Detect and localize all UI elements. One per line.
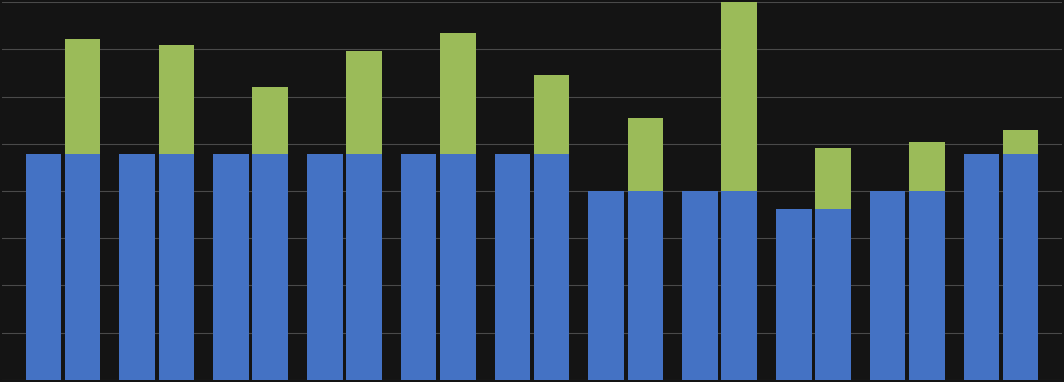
Bar bbox=[682, 191, 718, 380]
Bar bbox=[495, 234, 530, 380]
Bar bbox=[346, 154, 382, 380]
Bar bbox=[440, 154, 476, 380]
Bar bbox=[628, 191, 663, 380]
Bar bbox=[213, 313, 249, 380]
Bar bbox=[307, 154, 343, 380]
Bar bbox=[159, 45, 195, 380]
Bar bbox=[588, 209, 624, 380]
Bar bbox=[534, 75, 569, 380]
Bar bbox=[252, 154, 288, 380]
Bar bbox=[628, 118, 663, 380]
Bar bbox=[159, 154, 195, 380]
Bar bbox=[401, 154, 436, 380]
Bar bbox=[346, 51, 382, 380]
Bar bbox=[721, 191, 757, 380]
Bar bbox=[307, 307, 343, 380]
Bar bbox=[213, 154, 249, 380]
Bar bbox=[1002, 154, 1038, 380]
Bar bbox=[721, 0, 757, 380]
Bar bbox=[119, 154, 155, 380]
Bar bbox=[869, 191, 905, 380]
Bar bbox=[869, 222, 905, 380]
Bar bbox=[964, 222, 999, 380]
Bar bbox=[401, 282, 436, 380]
Bar bbox=[815, 148, 851, 380]
Bar bbox=[65, 39, 100, 380]
Bar bbox=[815, 209, 851, 380]
Bar bbox=[682, 203, 718, 380]
Bar bbox=[440, 32, 476, 380]
Bar bbox=[26, 154, 62, 380]
Bar bbox=[776, 209, 812, 380]
Bar bbox=[495, 154, 530, 380]
Bar bbox=[65, 154, 100, 380]
Bar bbox=[534, 154, 569, 380]
Bar bbox=[964, 154, 999, 380]
Bar bbox=[119, 337, 155, 380]
Bar bbox=[909, 142, 945, 380]
Bar bbox=[588, 191, 624, 380]
Bar bbox=[1002, 130, 1038, 380]
Bar bbox=[252, 87, 288, 380]
Bar bbox=[909, 191, 945, 380]
Bar bbox=[776, 215, 812, 380]
Bar bbox=[26, 356, 62, 380]
